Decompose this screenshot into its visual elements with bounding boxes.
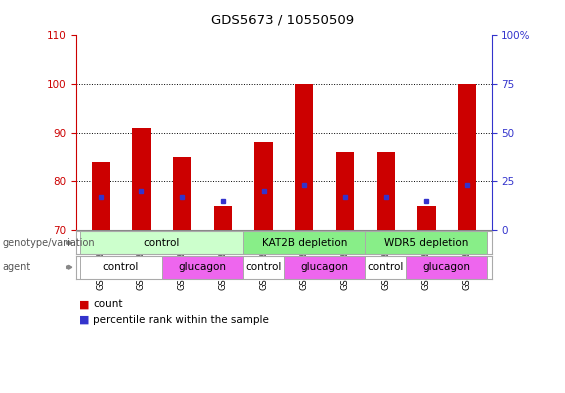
Bar <box>458 84 476 230</box>
Bar <box>336 152 354 230</box>
Bar <box>80 231 243 254</box>
Text: WDR5 depletion: WDR5 depletion <box>384 238 468 248</box>
Bar <box>366 231 488 254</box>
Text: percentile rank within the sample: percentile rank within the sample <box>93 315 269 325</box>
Text: glucagon: glucagon <box>301 262 349 272</box>
Bar <box>376 152 395 230</box>
Bar <box>295 84 314 230</box>
Bar <box>80 256 162 279</box>
Bar <box>417 206 436 230</box>
Bar <box>284 256 366 279</box>
Text: ■: ■ <box>79 299 90 309</box>
Text: genotype/variation: genotype/variation <box>3 238 95 248</box>
Text: control: control <box>103 262 139 272</box>
Text: count: count <box>93 299 123 309</box>
Bar <box>243 256 284 279</box>
Text: ■: ■ <box>79 315 90 325</box>
Text: glucagon: glucagon <box>179 262 227 272</box>
Text: glucagon: glucagon <box>423 262 471 272</box>
Bar <box>162 256 243 279</box>
Bar <box>254 142 273 230</box>
Bar <box>406 256 488 279</box>
Text: control: control <box>245 262 282 272</box>
Bar <box>243 231 366 254</box>
Bar <box>132 128 151 230</box>
Text: control: control <box>144 238 180 248</box>
Text: KAT2B depletion: KAT2B depletion <box>262 238 347 248</box>
Bar <box>214 206 232 230</box>
Bar <box>366 256 406 279</box>
Text: agent: agent <box>3 262 31 272</box>
Bar <box>173 157 192 230</box>
Text: GDS5673 / 10550509: GDS5673 / 10550509 <box>211 14 354 27</box>
Bar <box>92 162 110 230</box>
Text: control: control <box>367 262 404 272</box>
